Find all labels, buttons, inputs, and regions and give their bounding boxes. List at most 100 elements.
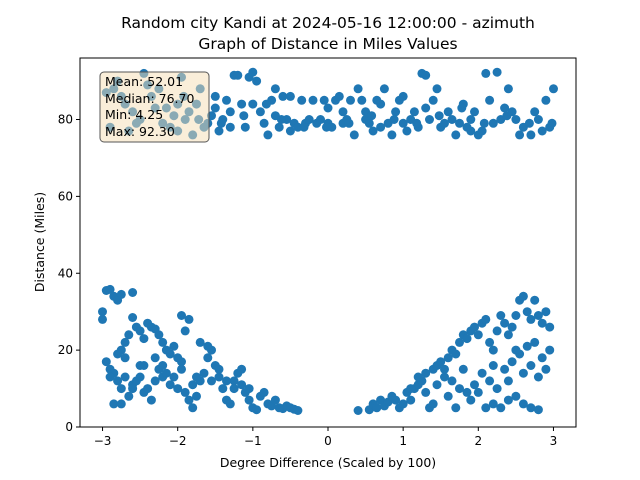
chart-title-line2: Graph of Distance in Miles Values [198,35,457,53]
data-point [477,126,487,136]
x-tick-label: 2 [474,434,482,448]
data-point [481,314,491,324]
data-point [376,99,386,109]
data-point [466,126,476,136]
data-point [161,368,171,378]
data-point [545,322,555,332]
data-point [473,330,483,340]
data-point [455,118,464,128]
data-point [526,130,536,140]
data-point [120,353,130,363]
data-point [229,384,239,394]
data-point [261,99,271,109]
data-point [124,330,134,340]
data-point [409,107,419,117]
data-point [507,322,517,332]
data-point [203,341,213,351]
stats-mean: Mean: 52.01 [105,74,183,89]
data-point [503,84,513,94]
data-point [158,361,168,370]
data-point [278,91,288,101]
stats-box: Mean: 52.01 Median: 76.70 Min: 4.25 Max:… [99,71,210,143]
data-point [225,399,235,409]
y-tick-label: 40 [58,266,73,280]
data-point [466,115,476,124]
data-point [530,337,540,347]
data-point [500,364,510,374]
data-point [440,364,449,374]
data-point [421,70,431,80]
data-point [488,345,498,355]
data-point [237,364,247,374]
data-point [398,118,408,128]
x-axis-ticks: −3 −2 −1 0 1 2 3 [94,427,557,448]
data-point [481,68,491,78]
data-point [518,368,528,378]
data-point [139,361,149,370]
data-point [143,384,153,394]
x-tick-label: −1 [244,434,262,448]
data-point [225,122,235,132]
x-tick-label: 0 [324,434,332,448]
data-point [428,399,438,409]
data-point [113,349,123,359]
data-point [530,295,540,305]
data-point [135,326,145,336]
data-point [259,118,269,128]
data-point [451,130,461,140]
data-point [169,372,179,382]
data-point [285,126,295,136]
data-point [177,357,186,367]
data-point [530,107,540,117]
data-point [470,380,479,390]
data-point [252,76,262,86]
data-point [113,376,123,386]
data-point [259,387,269,397]
data-point [124,391,134,401]
data-point [511,391,521,401]
data-point [387,130,397,140]
data-point [477,368,487,378]
data-point [270,111,280,121]
data-point [537,353,547,363]
data-point [500,318,510,328]
data-point [218,384,228,394]
data-point [214,372,224,382]
data-point [440,118,449,128]
data-point [165,349,175,359]
data-point [522,307,532,317]
data-point [458,364,468,374]
data-point [470,322,479,332]
data-point [255,107,265,117]
data-point [485,95,495,105]
data-point [443,353,453,363]
data-point [492,326,502,336]
data-point [346,95,355,105]
data-point [210,91,220,101]
data-point [297,95,307,105]
data-point [518,291,528,301]
stats-box-background [99,71,210,143]
data-point [541,95,551,105]
data-point [150,376,160,386]
data-point [353,406,363,415]
data-point [105,372,115,382]
data-point [507,357,517,367]
data-point [222,376,231,386]
data-point [413,372,423,382]
x-axis-label: Degree Difference (Scaled by 100) [220,455,436,470]
data-point [376,122,386,132]
data-point [412,118,422,128]
data-point [184,314,194,324]
data-point [511,115,521,124]
data-point [391,395,401,405]
data-point [237,99,247,109]
data-point [455,384,464,394]
data-point [372,403,382,413]
data-point [165,380,175,390]
data-point [502,111,512,121]
data-point [169,341,179,351]
data-point [537,318,547,328]
data-point [120,372,130,382]
data-point [440,372,449,382]
